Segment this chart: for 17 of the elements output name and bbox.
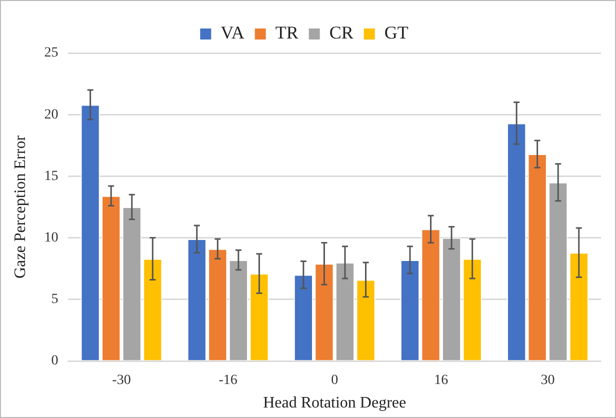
y-tick-label: 25 (44, 46, 58, 61)
y-axis-title: Gaze Perception Error (12, 134, 29, 279)
y-tick-label: 10 (44, 230, 58, 246)
y-tick-label: 5 (51, 292, 58, 308)
x-tick-label: 0 (331, 373, 338, 388)
y-tick-label: 15 (44, 168, 58, 184)
x-tick-label: -16 (218, 373, 238, 388)
y-tick-label: 20 (44, 107, 58, 122)
y-tick-label: 0 (51, 354, 58, 369)
legend-label: TR (275, 22, 298, 43)
x-tick-label: -30 (112, 373, 131, 388)
legend-label: GT (384, 22, 408, 43)
x-axis-title: Head Rotation Degree (263, 394, 406, 412)
x-tick-label: 30 (540, 373, 555, 388)
x-tick-label: 16 (434, 373, 448, 388)
legend-label: CR (329, 22, 354, 43)
legend-label: VA (220, 22, 244, 43)
